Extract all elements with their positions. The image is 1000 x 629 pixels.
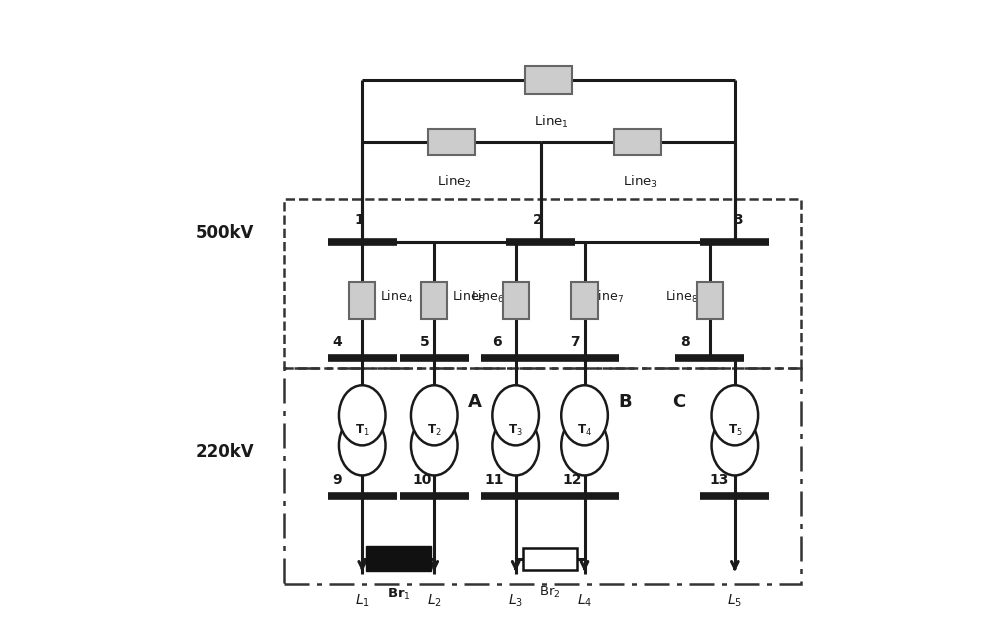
- FancyBboxPatch shape: [697, 282, 723, 319]
- Text: 4: 4: [332, 335, 342, 349]
- FancyBboxPatch shape: [571, 282, 598, 319]
- FancyBboxPatch shape: [421, 282, 447, 319]
- Text: 2: 2: [533, 213, 542, 227]
- Text: $L_1$: $L_1$: [355, 593, 370, 609]
- Text: 3: 3: [733, 213, 743, 227]
- Text: 8: 8: [680, 335, 690, 349]
- Text: 500kV: 500kV: [195, 224, 254, 242]
- Text: T$_2$: T$_2$: [427, 423, 442, 438]
- Ellipse shape: [492, 386, 539, 445]
- Text: 220kV: 220kV: [195, 443, 254, 461]
- Text: Line$_7$: Line$_7$: [591, 289, 624, 305]
- Text: Br$_1$: Br$_1$: [387, 587, 410, 602]
- Text: Line$_8$: Line$_8$: [665, 289, 698, 305]
- FancyBboxPatch shape: [525, 65, 572, 94]
- Text: 7: 7: [570, 335, 580, 349]
- Bar: [366, 546, 431, 571]
- Text: 11: 11: [484, 473, 503, 487]
- Text: Line$_5$: Line$_5$: [452, 289, 485, 305]
- Text: T$_3$: T$_3$: [508, 423, 523, 438]
- Text: 1: 1: [354, 213, 364, 227]
- Text: T$_5$: T$_5$: [728, 423, 742, 438]
- FancyBboxPatch shape: [503, 282, 529, 319]
- Text: 9: 9: [332, 473, 342, 487]
- Text: Line$_4$: Line$_4$: [380, 289, 413, 305]
- Ellipse shape: [561, 415, 608, 476]
- Ellipse shape: [339, 386, 386, 445]
- Ellipse shape: [712, 415, 758, 476]
- Text: Line$_1$: Line$_1$: [534, 114, 569, 130]
- Bar: [523, 548, 577, 570]
- FancyBboxPatch shape: [428, 129, 475, 155]
- Text: A: A: [468, 393, 482, 411]
- Ellipse shape: [492, 415, 539, 476]
- Text: C: C: [672, 393, 685, 411]
- Ellipse shape: [339, 415, 386, 476]
- Text: Line$_3$: Line$_3$: [623, 174, 658, 190]
- FancyBboxPatch shape: [349, 282, 375, 319]
- Text: $L_3$: $L_3$: [508, 593, 523, 609]
- Text: $L_2$: $L_2$: [427, 593, 442, 609]
- Text: 12: 12: [562, 473, 582, 487]
- Text: $L_4$: $L_4$: [577, 593, 592, 609]
- Text: T$_4$: T$_4$: [577, 423, 592, 438]
- Text: $L_5$: $L_5$: [727, 593, 742, 609]
- Text: Line$_2$: Line$_2$: [437, 174, 472, 190]
- Ellipse shape: [561, 386, 608, 445]
- Text: T$_1$: T$_1$: [355, 423, 370, 438]
- Ellipse shape: [411, 415, 458, 476]
- Text: Line$_6$: Line$_6$: [471, 289, 504, 305]
- Ellipse shape: [411, 386, 458, 445]
- Ellipse shape: [712, 386, 758, 445]
- FancyBboxPatch shape: [614, 129, 661, 155]
- Text: B: B: [618, 393, 632, 411]
- Text: 10: 10: [412, 473, 431, 487]
- Text: 6: 6: [492, 335, 502, 349]
- Text: 13: 13: [709, 473, 729, 487]
- Text: 5: 5: [420, 335, 430, 349]
- Text: Br$_2$: Br$_2$: [539, 586, 561, 601]
